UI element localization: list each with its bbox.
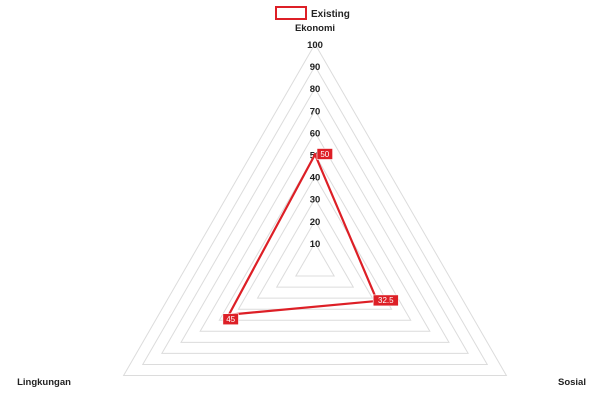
legend-label-existing: Existing: [311, 9, 350, 20]
data-label-0: 50: [320, 150, 329, 159]
data-label-1: 32.5: [378, 296, 394, 305]
tick-label-80: 80: [310, 84, 321, 95]
axis-labels: Ekonomi Sosial Lingkungan: [17, 23, 586, 388]
axis-label-sosial: Sosial: [558, 377, 586, 388]
grid-ring-90: [141, 65, 489, 365]
grid-ring-50: [218, 153, 412, 321]
legend[interactable]: Existing: [275, 6, 350, 20]
tick-label-60: 60: [310, 128, 321, 139]
grid-ring-20: [275, 219, 355, 288]
data-point-0: [313, 153, 317, 156]
grid-ring-60: [199, 131, 431, 332]
tick-label-30: 30: [310, 195, 321, 206]
data-labels: 50 32.5 45: [222, 148, 399, 326]
series-line-existing: [227, 153, 379, 316]
data-label-bg-1: [372, 294, 399, 307]
legend-swatch-existing: [275, 6, 307, 20]
data-label-bg-2: [222, 313, 239, 326]
tick-label-40: 40: [310, 173, 321, 184]
tick-label-90: 90: [310, 62, 321, 73]
radar-grid: [122, 42, 508, 376]
tick-label-20: 20: [310, 217, 321, 228]
grid-ring-100: [122, 42, 508, 376]
grid-ring-30: [256, 197, 374, 299]
grid-ring-70: [180, 109, 450, 343]
grid-ring-80: [161, 87, 469, 354]
tick-label-100: 100: [307, 40, 323, 51]
data-label-2: 45: [226, 315, 235, 324]
tick-label-70: 70: [310, 106, 321, 117]
data-label-bg-0: [316, 148, 333, 160]
grid-ring-10: [294, 241, 336, 277]
axis-label-lingkungan: Lingkungan: [17, 377, 71, 388]
radial-tick-labels: 102030405060708090100: [307, 40, 323, 250]
series-existing: [227, 153, 379, 317]
axis-label-ekonomi: Ekonomi: [295, 23, 335, 34]
tick-label-10: 10: [310, 239, 321, 250]
